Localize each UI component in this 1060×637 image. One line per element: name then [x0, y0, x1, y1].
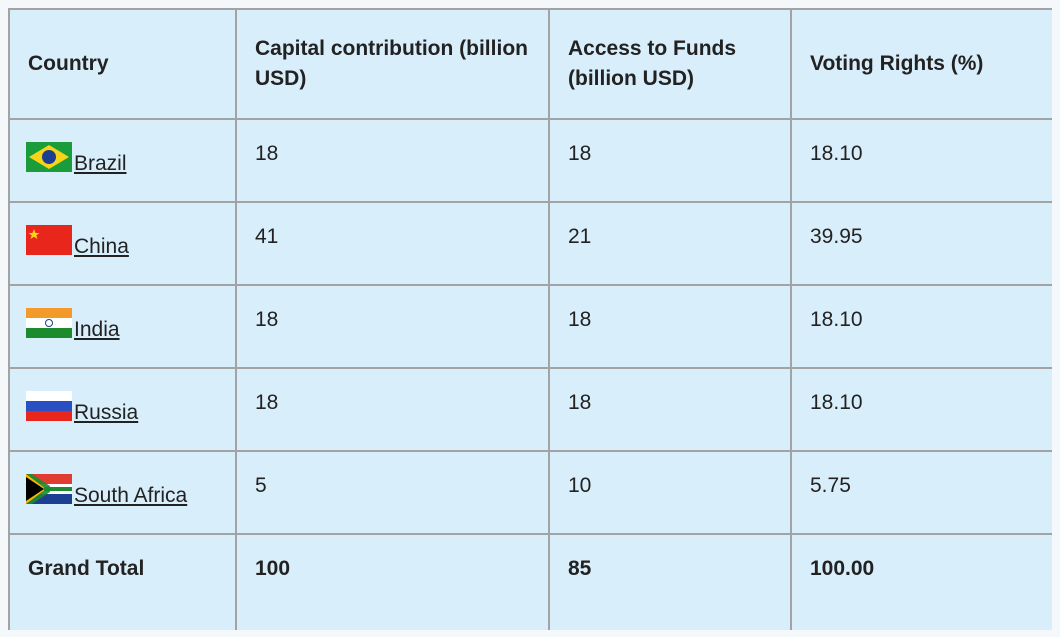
- flag-icon: [26, 142, 72, 172]
- header-cell: Access to Funds (billion USD): [548, 8, 792, 120]
- country-link[interactable]: India: [74, 318, 120, 341]
- flag-icon: [26, 391, 72, 421]
- country-link[interactable]: Brazil: [74, 152, 127, 175]
- data-cell: 18: [235, 284, 550, 369]
- table-row: Brazil 18 18 18.10: [8, 118, 1052, 203]
- total-row: Grand Total 100 85 100.00: [8, 533, 1052, 630]
- data-cell: 18.10: [790, 284, 1052, 369]
- flag-icon: [26, 308, 72, 338]
- data-cell: 5: [235, 450, 550, 535]
- header-cell: Country: [8, 8, 237, 120]
- total-cell: Grand Total: [8, 533, 237, 630]
- total-cell: 100.00: [790, 533, 1052, 630]
- table-row: Russia 18 18 18.10: [8, 367, 1052, 452]
- country-cell: Brazil: [8, 118, 237, 203]
- data-cell: 18: [235, 367, 550, 452]
- data-cell: 41: [235, 201, 550, 286]
- data-cell: 18: [548, 367, 792, 452]
- table-container: Country Capital contribution (billion USD…: [8, 8, 1052, 637]
- flag-icon: [26, 474, 72, 504]
- country-link[interactable]: South Africa: [74, 484, 188, 507]
- country-cell: Russia: [8, 367, 237, 452]
- table-row: India 18 18 18.10: [8, 284, 1052, 369]
- total-cell: 85: [548, 533, 792, 630]
- header-cell: Voting Rights (%): [790, 8, 1052, 120]
- header-row: Country Capital contribution (billion USD…: [8, 8, 1052, 120]
- data-cell: 18.10: [790, 118, 1052, 203]
- data-table: Country Capital contribution (billion USD…: [8, 8, 1052, 630]
- data-cell: 18: [548, 118, 792, 203]
- header-cell: Capital contribution (billion USD): [235, 8, 550, 120]
- country-cell: India: [8, 284, 237, 369]
- flag-icon: [26, 225, 72, 255]
- data-cell: 5.75: [790, 450, 1052, 535]
- data-cell: 18: [235, 118, 550, 203]
- table-row: China 41 21 39.95: [8, 201, 1052, 286]
- table-row: South Africa 5 10 5.75: [8, 450, 1052, 535]
- country-cell: China: [8, 201, 237, 286]
- country-link[interactable]: China: [74, 235, 129, 258]
- table-body: Brazil 18 18 18.10 China 41 21 39.95 India 18 18 18…: [8, 118, 1052, 630]
- data-cell: 21: [548, 201, 792, 286]
- country-cell: South Africa: [8, 450, 237, 535]
- total-cell: 100: [235, 533, 550, 630]
- data-cell: 18: [548, 284, 792, 369]
- data-cell: 39.95: [790, 201, 1052, 286]
- country-link[interactable]: Russia: [74, 401, 139, 424]
- data-cell: 18.10: [790, 367, 1052, 452]
- data-cell: 10: [548, 450, 792, 535]
